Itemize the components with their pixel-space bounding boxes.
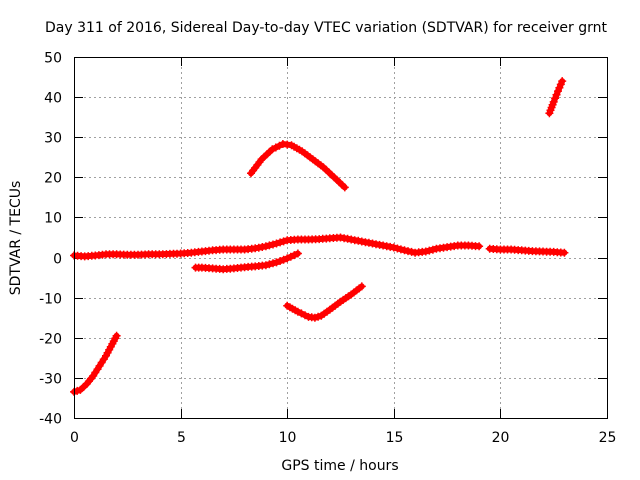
data-point-marker (428, 245, 437, 254)
y-tick-label: -10 (39, 292, 62, 308)
y-tick-label: 30 (44, 131, 62, 147)
y-tick-label: 20 (44, 171, 62, 187)
data-point-marker (558, 77, 567, 86)
plot-frame (74, 57, 608, 419)
y-tick-label: -40 (39, 412, 62, 428)
data-point-marker (393, 244, 402, 253)
data-point-marker (560, 248, 569, 257)
data-point-marker (293, 307, 302, 316)
series-negative-band (191, 249, 302, 274)
y-tick-label: 50 (44, 51, 62, 67)
data-point-marker (271, 143, 280, 152)
data-point-marker (404, 247, 412, 256)
data-point-marker (407, 247, 416, 256)
data-point-marker (421, 247, 430, 256)
data-point-marker (552, 90, 561, 99)
data-point-marker (425, 246, 434, 255)
data-point-marker (400, 246, 409, 255)
data-point-marker (549, 97, 558, 106)
data-point-marker (551, 94, 560, 103)
y-tick-label: -20 (39, 332, 62, 348)
data-point-marker (269, 259, 277, 268)
y-tick-label: 10 (44, 211, 62, 227)
data-point-marker (265, 260, 274, 269)
y-tick-label: -30 (39, 372, 62, 388)
data-point-marker (261, 261, 270, 270)
data-point-marker (269, 240, 277, 249)
data-point-marker (475, 242, 484, 251)
data-point-marker (272, 258, 281, 267)
series-layer (70, 77, 569, 396)
data-point-marker (301, 311, 309, 320)
data-point-marker (283, 254, 292, 263)
y-tick-label: 40 (44, 91, 62, 107)
x-tick-label: 20 (492, 430, 510, 446)
data-point-marker (290, 251, 299, 260)
series-main-band (70, 233, 484, 261)
data-point-marker (276, 257, 285, 265)
data-point-marker (112, 331, 121, 340)
chart-title: Day 311 of 2016, Sidereal Day-to-day VTE… (45, 20, 607, 36)
series-early-rise (70, 331, 121, 396)
x-tick-label: 25 (599, 430, 617, 446)
data-point-marker (279, 237, 288, 246)
data-point-marker (357, 282, 366, 291)
x-tick-label: 10 (279, 430, 297, 446)
data-point-marker (286, 252, 295, 261)
data-point-marker (279, 255, 288, 264)
data-point-marker (276, 238, 285, 247)
data-point-marker (272, 239, 281, 248)
tick-layer: -40 -30 -20 -10 0 10 20 30 40 50 0 5 10 15 20 25 (39, 51, 616, 447)
series-late-band (485, 244, 569, 257)
data-point-marker (389, 243, 398, 252)
data-point-marker (297, 309, 306, 318)
x-tick-label: 5 (177, 430, 186, 446)
data-point-marker (268, 145, 277, 154)
data-point-marker (275, 141, 284, 150)
y-tick-label: 0 (53, 252, 62, 268)
data-point-marker (293, 249, 302, 258)
x-tick-label: 0 (70, 430, 79, 446)
series-late-rise (545, 77, 567, 118)
data-point-marker (340, 183, 349, 192)
data-point-marker (396, 245, 405, 254)
x-axis-label: GPS time / hours (281, 458, 398, 474)
data-point-marker (261, 242, 270, 251)
series-arc-low (283, 282, 366, 322)
series-arc-high (247, 140, 349, 192)
y-axis-label: SDTVAR / TECUs (8, 181, 24, 296)
x-tick-label: 15 (386, 430, 404, 446)
data-point-marker (265, 241, 274, 250)
